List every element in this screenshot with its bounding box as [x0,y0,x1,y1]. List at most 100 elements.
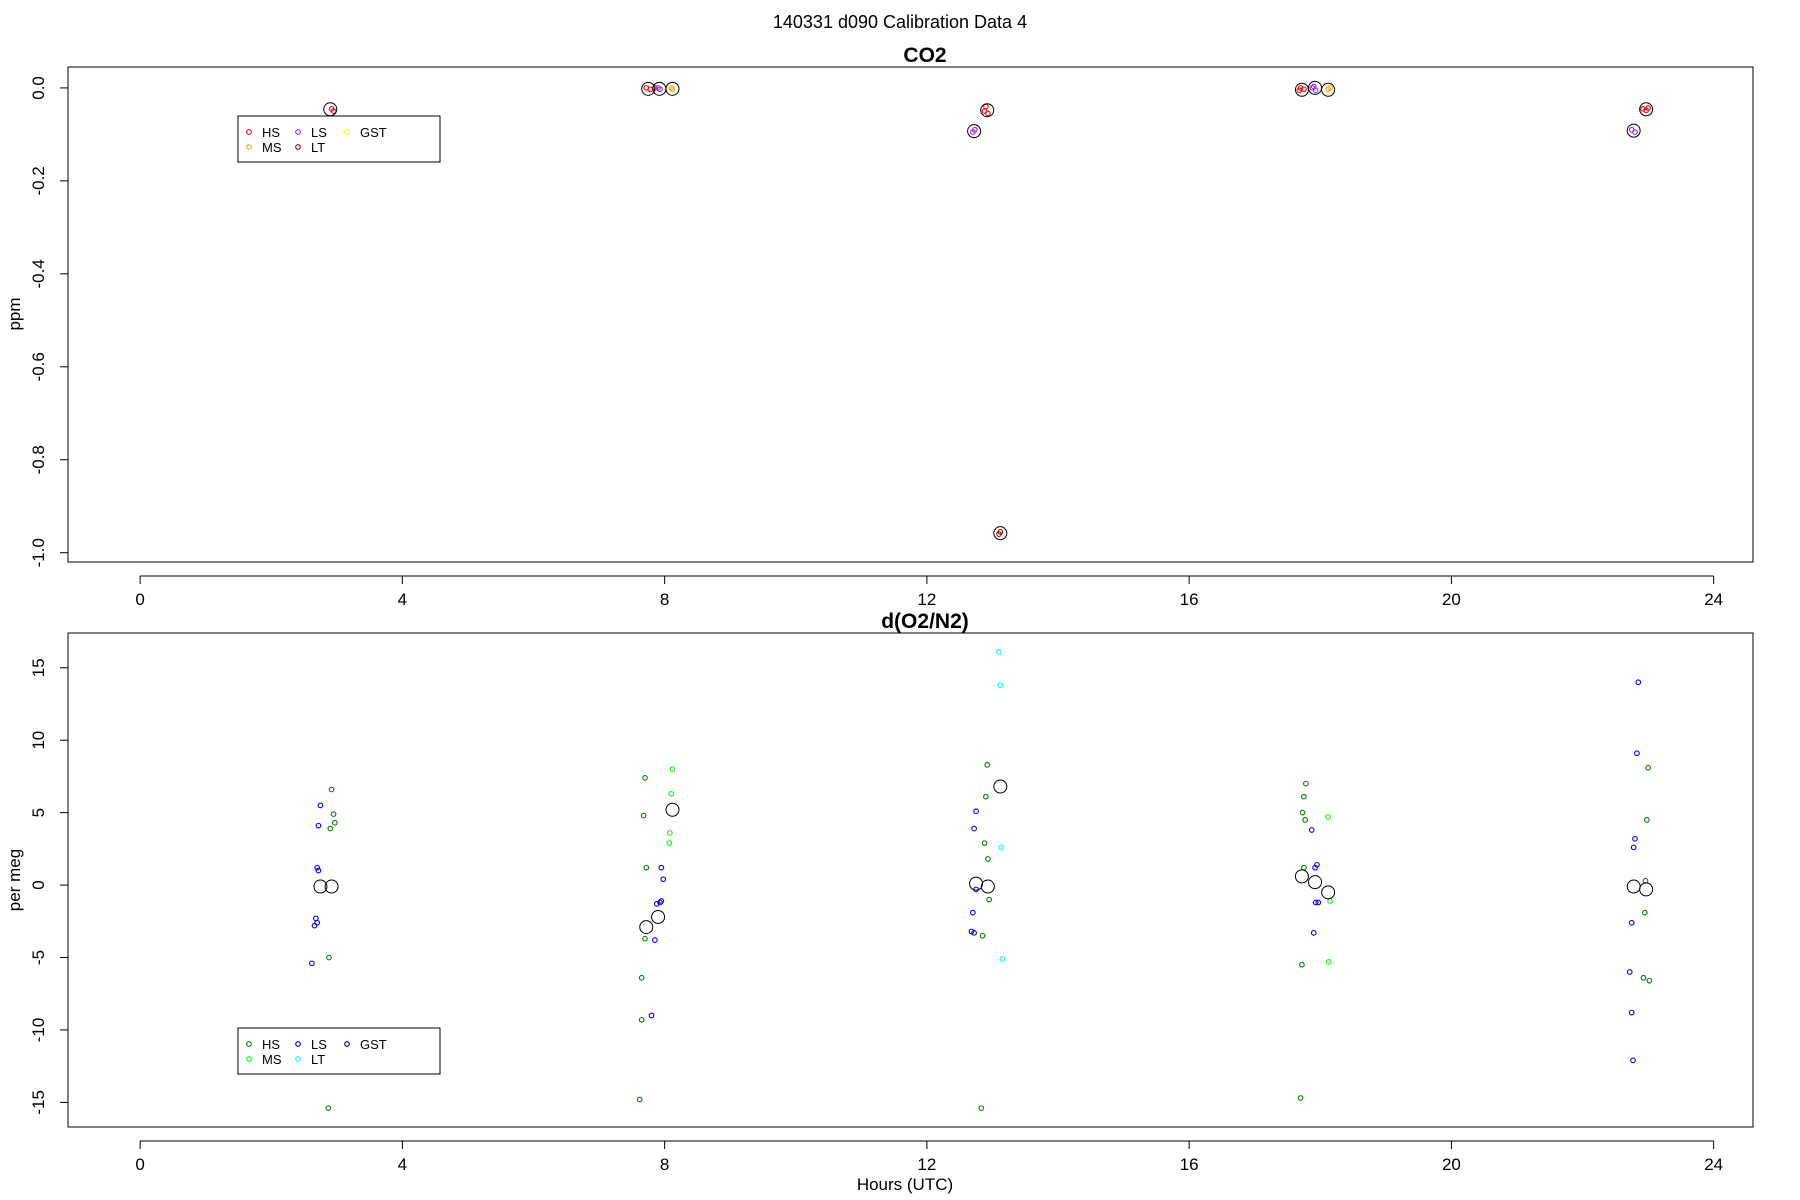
o2n2-point-ls [1628,919,1635,926]
o2n2-mean-marker [969,876,984,891]
co2-legend-label-hs: HS [262,125,280,140]
co2-x-tick-label: 0 [135,590,144,609]
o2n2-mean-marker [324,879,339,894]
o2n2-legend-ls: LS [295,1037,327,1052]
co2-y-tick-label: -0.8 [29,445,48,474]
o2n2-point-ls [1626,969,1633,975]
o2n2-point-ls [971,930,977,936]
co2-mean-marker [1626,123,1641,138]
co2-y-tick-label: -0.6 [29,352,48,381]
o2n2-point-ls [969,909,976,916]
o2n2-point-ms [667,830,673,836]
o2n2-point-ls [1630,1057,1636,1064]
o2n2-y-axis-title: per meg [5,849,24,911]
o2n2-legend: HS MS LS LT GST [237,1027,441,1075]
o2n2-legend-label-hs: HS [262,1037,280,1052]
o2n2-point-ls [651,937,658,943]
co2-x-tick-label: 16 [1180,590,1199,609]
co2-panel: CO2 ppm 0 4 8 12 16 20 24 0.0 -0.2 -0.4 -0.6 -0.8 -… [5,44,1754,609]
o2n2-point-ls [1308,827,1315,833]
co2-legend-box [237,115,441,163]
o2n2-point-ls [971,825,977,832]
o2n2-y-tick-label: -15 [29,1090,48,1115]
o2n2-x-tick-label: 8 [660,1155,669,1174]
o2n2-x-axis: 0 4 8 12 16 20 24 [135,1140,1723,1174]
o2n2-mean-marker [639,920,654,935]
o2n2-mean-marker [1639,882,1654,897]
o2n2-point-ls [653,901,660,907]
co2-point-ms [669,86,676,93]
co2-point-hs [1645,105,1651,111]
o2n2-mean-marker [1308,875,1323,890]
o2n2-x-tick-label: 20 [1442,1155,1461,1174]
o2n2-point-hs [978,1105,985,1112]
co2-x-tick-label: 8 [660,590,669,609]
co2-y-tick-label: 0.0 [29,76,48,100]
o2n2-point-hs [985,856,991,862]
o2n2-panel-title: d(O2/N2) [881,610,969,633]
o2n2-point-ms [669,766,676,773]
o2n2-point-ls [1634,750,1640,757]
co2-y-tick-label: -0.2 [29,166,48,195]
o2n2-mean-marker [993,779,1008,794]
o2n2-point-ls [1315,899,1322,906]
o2n2-point-hs [636,1096,643,1103]
o2n2-x-tick-label: 16 [1180,1155,1199,1174]
co2-mean-marker [967,124,982,139]
o2n2-point-ls [315,822,322,829]
o2n2-point-lt [996,648,1002,655]
o2n2-legend-hs: HS [246,1037,280,1052]
co2-data-points [323,80,1654,541]
o2n2-legend-label-gst: GST [360,1037,387,1052]
co2-legend-hs: HS [246,125,280,140]
co2-point-ls [1312,87,1319,94]
o2n2-y-tick-label: -10 [29,1018,48,1043]
o2n2-mean-marker [980,879,995,894]
o2n2-panel: d(O2/N2) per meg 0 4 8 12 16 20 24 15 10 5 0 -5 -10… [5,610,1754,1174]
co2-point-hs [1301,86,1307,93]
o2n2-point-ls [1628,1009,1635,1016]
co2-legend-ms: MS [246,140,282,155]
o2n2-y-tick-label: -5 [29,950,48,965]
co2-y-axis-title: ppm [5,297,24,330]
o2n2-mean-marker [665,802,680,817]
o2n2-point-hs [983,793,989,800]
co2-legend: HS MS LS LT GST [237,115,441,163]
x-axis-title: Hours (UTC) [857,1175,953,1194]
o2n2-point-hs [1299,809,1306,816]
o2n2-mean-marker [1321,885,1336,900]
o2n2-point-ls [1635,679,1642,686]
o2n2-y-tick-label: 5 [29,808,48,817]
co2-legend-gst: GST [344,125,387,140]
o2n2-point-ls [311,922,318,929]
o2n2-point-hs [1641,909,1648,916]
co2-mean-marker [641,81,656,96]
o2n2-point-hs [325,1105,332,1112]
o2n2-point-hs [1299,961,1305,968]
o2n2-point-ls [314,919,320,926]
o2n2-legend-ms: MS [246,1052,282,1067]
co2-x-tick-label: 20 [1442,590,1461,609]
o2n2-point-hs [979,932,986,939]
o2n2-point-hs [640,812,647,819]
o2n2-point-hs [1642,877,1649,884]
o2n2-point-hs [331,819,338,826]
o2n2-point-hs [1645,764,1651,771]
co2-point-ls [1632,129,1638,135]
o2n2-point-hs [638,1016,645,1023]
o2n2-point-lt [997,682,1004,689]
co2-y-tick-label: -1.0 [29,538,48,567]
co2-legend-ls: LS [295,125,327,140]
figure-title: 140331 d090 Calibration Data 4 [773,12,1027,32]
o2n2-point-ls [658,864,665,871]
o2n2-point-hs [638,974,645,981]
o2n2-mean-marker [1626,879,1641,894]
o2n2-point-hs [1301,864,1307,871]
o2n2-y-axis: 15 10 5 0 -5 -10 -15 [29,658,69,1115]
co2-y-axis: 0.0 -0.2 -0.4 -0.6 -0.8 -1.0 [29,76,69,567]
co2-legend-lt: LT [295,140,325,155]
co2-mean-marker [1321,82,1336,97]
o2n2-point-ls [660,876,667,883]
o2n2-data-points [309,648,1654,1112]
